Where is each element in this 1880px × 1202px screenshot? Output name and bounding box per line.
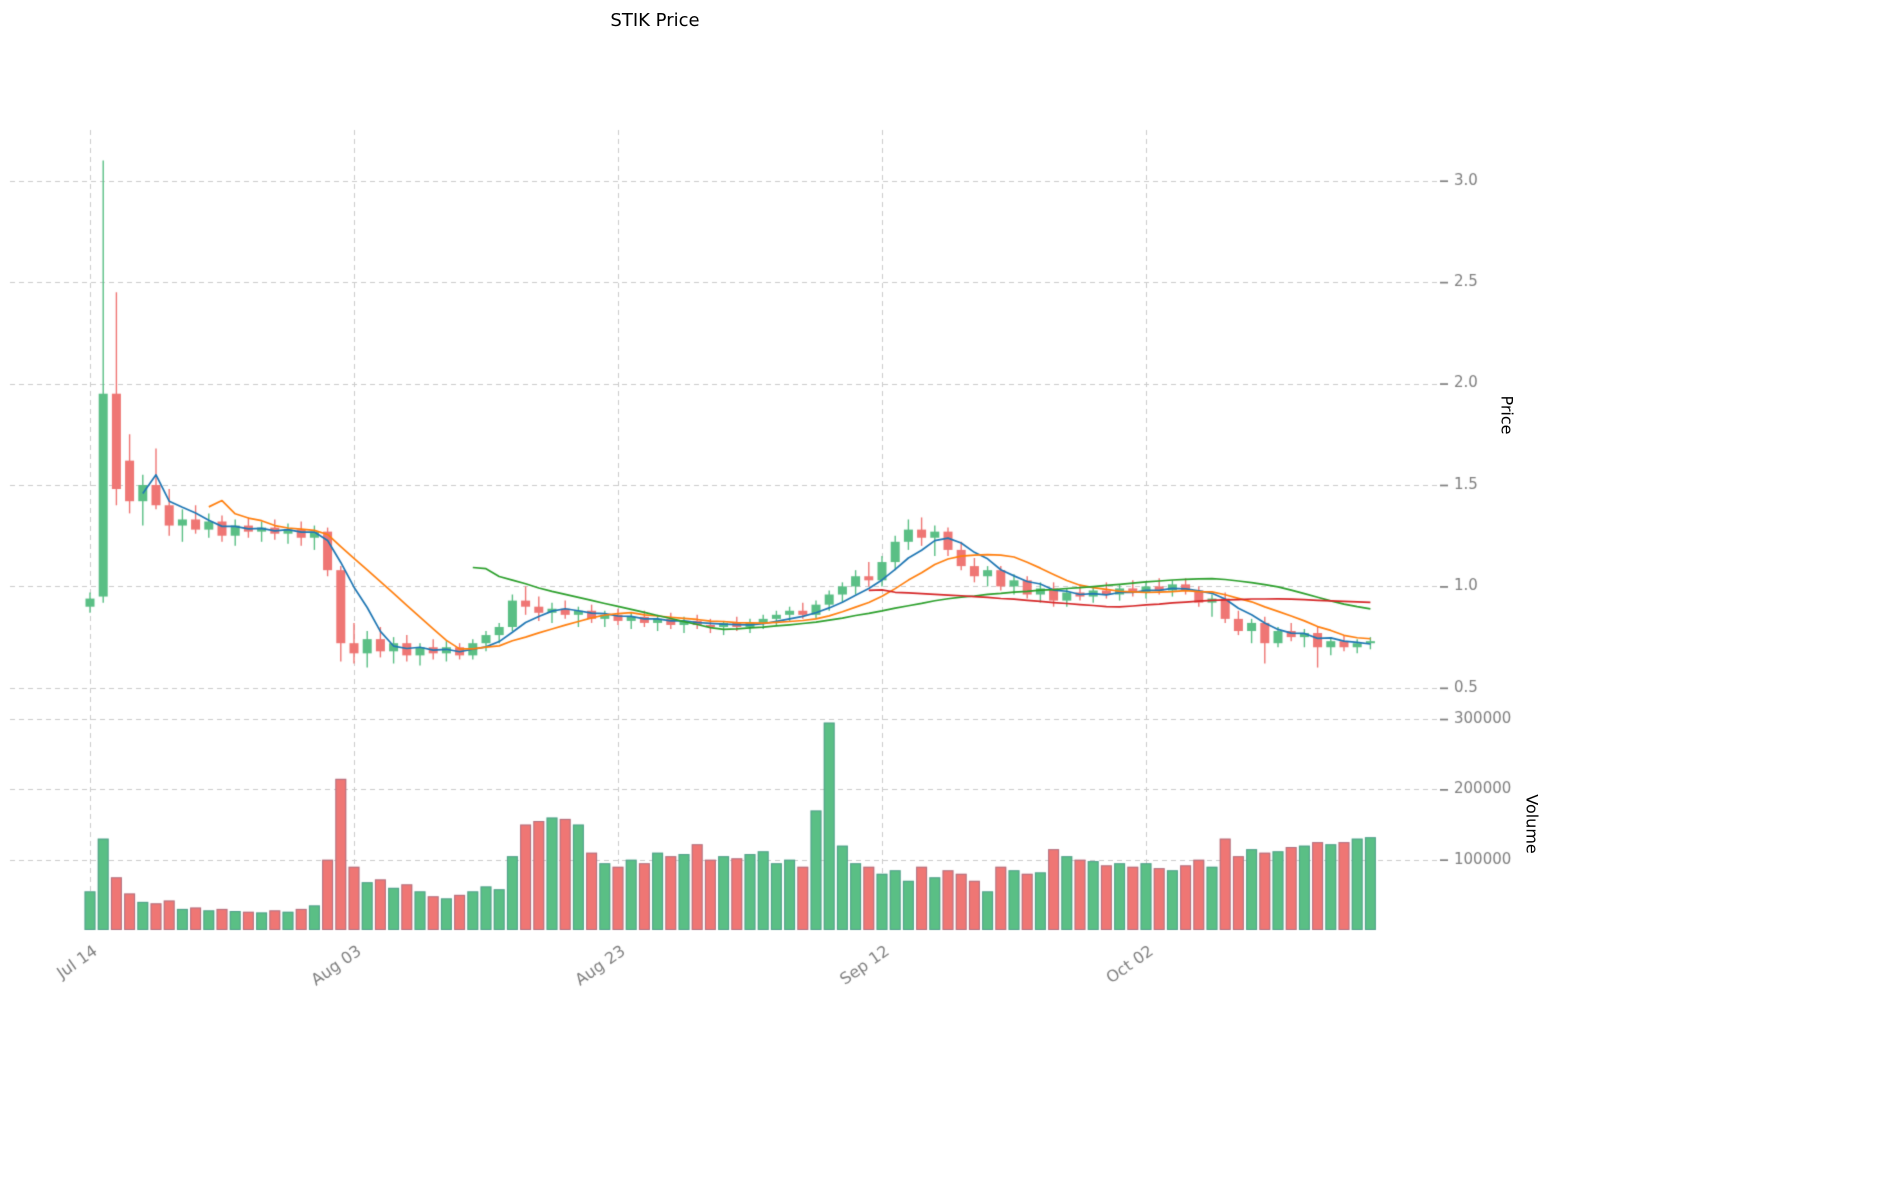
chart-title: STIK Price	[610, 10, 700, 31]
price-axis-label: Price	[1497, 395, 1517, 435]
volume-axis-label: Volume	[1522, 794, 1542, 854]
